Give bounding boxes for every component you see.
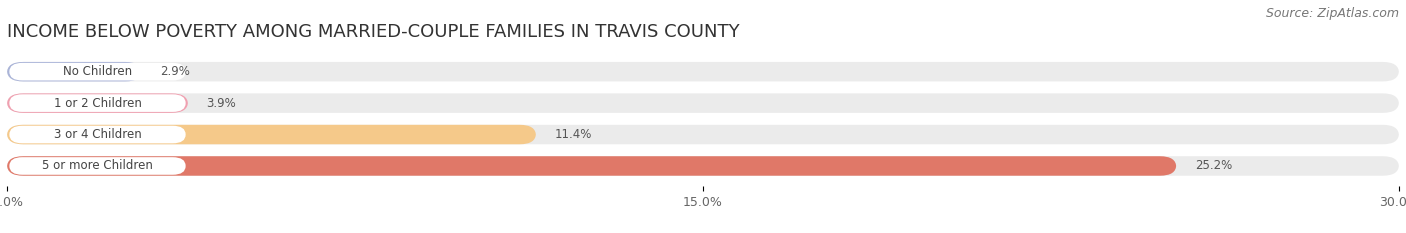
Text: INCOME BELOW POVERTY AMONG MARRIED-COUPLE FAMILIES IN TRAVIS COUNTY: INCOME BELOW POVERTY AMONG MARRIED-COUPL…	[7, 23, 740, 41]
Text: Source: ZipAtlas.com: Source: ZipAtlas.com	[1265, 7, 1399, 20]
Text: 11.4%: 11.4%	[554, 128, 592, 141]
Text: 1 or 2 Children: 1 or 2 Children	[53, 97, 142, 110]
FancyBboxPatch shape	[10, 126, 186, 143]
FancyBboxPatch shape	[10, 94, 186, 112]
FancyBboxPatch shape	[10, 63, 186, 80]
FancyBboxPatch shape	[7, 156, 1399, 176]
FancyBboxPatch shape	[7, 62, 142, 81]
Text: 2.9%: 2.9%	[160, 65, 190, 78]
FancyBboxPatch shape	[7, 156, 1177, 176]
Text: No Children: No Children	[63, 65, 132, 78]
FancyBboxPatch shape	[7, 93, 188, 113]
Text: 3 or 4 Children: 3 or 4 Children	[53, 128, 142, 141]
FancyBboxPatch shape	[10, 157, 186, 175]
FancyBboxPatch shape	[7, 125, 1399, 144]
Text: 25.2%: 25.2%	[1195, 159, 1232, 172]
FancyBboxPatch shape	[7, 62, 1399, 81]
Text: 3.9%: 3.9%	[207, 97, 236, 110]
FancyBboxPatch shape	[7, 125, 536, 144]
Text: 5 or more Children: 5 or more Children	[42, 159, 153, 172]
FancyBboxPatch shape	[7, 93, 1399, 113]
